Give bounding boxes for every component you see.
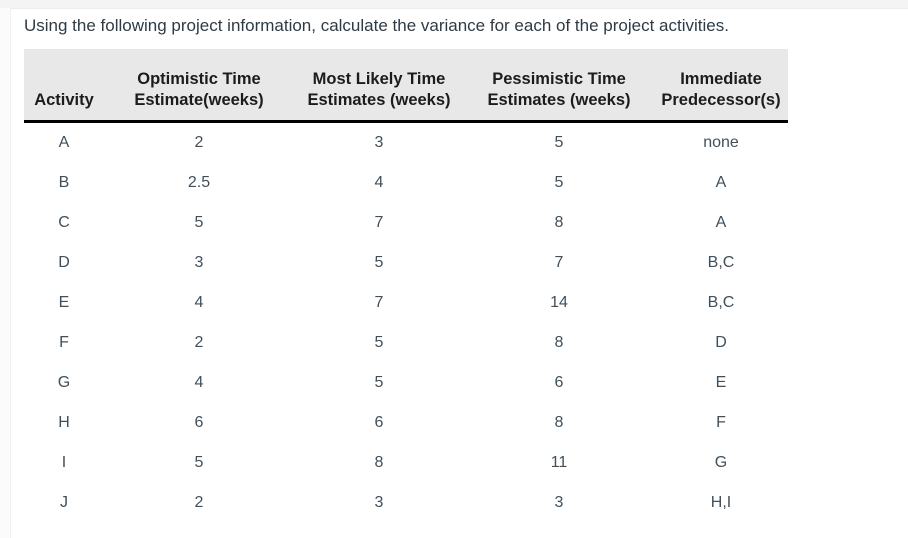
cell-activity: C (24, 203, 104, 243)
cell-most-likely: 5 (294, 243, 464, 283)
cell-activity: I (24, 443, 104, 483)
column-header-optimistic-time: Optimistic Time Estimate(weeks) (104, 49, 294, 123)
table-row: D 3 5 7 B,C (24, 243, 788, 283)
header-label-line1: Optimistic Time (137, 70, 261, 88)
cell-most-likely: 5 (294, 363, 464, 403)
cell-pessimistic: 3 (464, 483, 654, 523)
table-row: G 4 5 6 E (24, 363, 788, 403)
table-row: E 4 7 14 B,C (24, 283, 788, 323)
cell-most-likely: 5 (294, 323, 464, 363)
column-header-immediate-predecessors: Immediate Predecessor(s) (654, 49, 788, 123)
cell-predecessors: A (654, 163, 788, 203)
top-edge-strip (0, 0, 908, 9)
header-label: Activity (34, 91, 94, 109)
question-content: Using the following project information,… (11, 9, 908, 523)
cell-activity: F (24, 323, 104, 363)
cell-pessimistic: 8 (464, 203, 654, 243)
table-body: A 2 3 5 none B 2.5 4 5 A C 5 7 8 (24, 121, 788, 523)
cell-optimistic: 4 (104, 283, 294, 323)
cell-activity: D (24, 243, 104, 283)
cell-optimistic: 3 (104, 243, 294, 283)
cell-optimistic: 2.5 (104, 163, 294, 203)
cell-predecessors: B,C (654, 243, 788, 283)
cell-most-likely: 3 (294, 121, 464, 163)
column-header-activity: Activity (24, 49, 104, 123)
cell-optimistic: 2 (104, 323, 294, 363)
column-header-pessimistic-time: Pessimistic Time Estimates (weeks) (464, 49, 654, 123)
table-row: I 5 8 11 G (24, 443, 788, 483)
table-row: F 2 5 8 D (24, 323, 788, 363)
cell-most-likely: 3 (294, 483, 464, 523)
table-row: J 2 3 3 H,I (24, 483, 788, 523)
cell-activity: H (24, 403, 104, 443)
cell-activity: G (24, 363, 104, 403)
table-row: A 2 3 5 none (24, 121, 788, 163)
header-label-line1: Most Likely Time (312, 70, 446, 88)
cell-predecessors: F (654, 403, 788, 443)
column-header-most-likely-time: Most Likely Time Estimates (weeks) (294, 49, 464, 123)
cell-most-likely: 7 (294, 283, 464, 323)
header-label-line2: Estimates (weeks) (307, 91, 451, 109)
cell-pessimistic: 8 (464, 403, 654, 443)
cell-predecessors: H,I (654, 483, 788, 523)
cell-activity: B (24, 163, 104, 203)
cell-predecessors: E (654, 363, 788, 403)
cell-activity: E (24, 283, 104, 323)
cell-most-likely: 4 (294, 163, 464, 203)
cell-pessimistic: 5 (464, 121, 654, 163)
cell-pessimistic: 8 (464, 323, 654, 363)
table-row: B 2.5 4 5 A (24, 163, 788, 203)
header-row: Activity Optimistic Time Estimate(weeks)… (24, 49, 788, 123)
cell-optimistic: 5 (104, 443, 294, 483)
cell-optimistic: 2 (104, 483, 294, 523)
cell-pessimistic: 14 (464, 283, 654, 323)
cell-activity: J (24, 483, 104, 523)
cell-pessimistic: 11 (464, 443, 654, 483)
cell-predecessors: A (654, 203, 788, 243)
header-label-line2: Estimate(weeks) (134, 91, 264, 109)
project-activities-table: Activity Optimistic Time Estimate(weeks)… (24, 49, 788, 523)
cell-predecessors: B,C (654, 283, 788, 323)
header-label-line2: Predecessor(s) (661, 91, 781, 109)
cell-most-likely: 8 (294, 443, 464, 483)
cell-optimistic: 2 (104, 121, 294, 163)
table-row: C 5 7 8 A (24, 203, 788, 243)
cell-predecessors: D (654, 323, 788, 363)
cell-most-likely: 7 (294, 203, 464, 243)
cell-pessimistic: 7 (464, 243, 654, 283)
header-label-line1: Pessimistic Time (492, 70, 626, 88)
cell-pessimistic: 6 (464, 363, 654, 403)
header-label-line2: Estimates (weeks) (487, 91, 631, 109)
cell-optimistic: 4 (104, 363, 294, 403)
cell-most-likely: 6 (294, 403, 464, 443)
question-text: Using the following project information,… (24, 16, 729, 35)
table-header: Activity Optimistic Time Estimate(weeks)… (24, 49, 788, 123)
cell-predecessors: none (654, 121, 788, 163)
cell-activity: A (24, 121, 104, 163)
header-label-line1: Immediate (680, 70, 762, 88)
table-row: H 6 6 8 F (24, 403, 788, 443)
cell-optimistic: 6 (104, 403, 294, 443)
cell-predecessors: G (654, 443, 788, 483)
left-edge-strip (0, 8, 11, 538)
cell-pessimistic: 5 (464, 163, 654, 203)
cell-optimistic: 5 (104, 203, 294, 243)
